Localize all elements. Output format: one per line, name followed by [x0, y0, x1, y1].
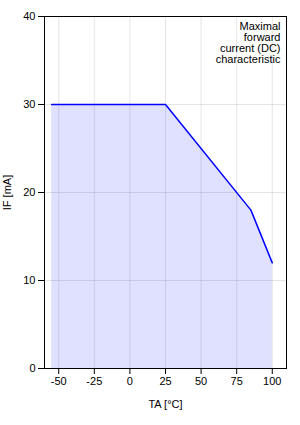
svg-text:40: 40 [23, 10, 35, 22]
svg-text:25: 25 [159, 375, 171, 387]
svg-text:IF [mA]: IF [mA] [1, 175, 13, 210]
svg-text:100: 100 [263, 375, 281, 387]
svg-text:-50: -50 [51, 375, 67, 387]
svg-text:50: 50 [195, 375, 207, 387]
svg-text:75: 75 [231, 375, 243, 387]
svg-text:10: 10 [23, 274, 35, 286]
svg-text:0: 0 [127, 375, 133, 387]
svg-text:0: 0 [29, 362, 35, 374]
svg-text:Maximalforwardcurrent (DC)char: Maximalforwardcurrent (DC)characteristic [216, 20, 281, 65]
svg-text:-25: -25 [86, 375, 102, 387]
svg-text:20: 20 [23, 186, 35, 198]
svg-text:TA [°C]: TA [°C] [148, 398, 182, 410]
svg-text:30: 30 [23, 98, 35, 110]
